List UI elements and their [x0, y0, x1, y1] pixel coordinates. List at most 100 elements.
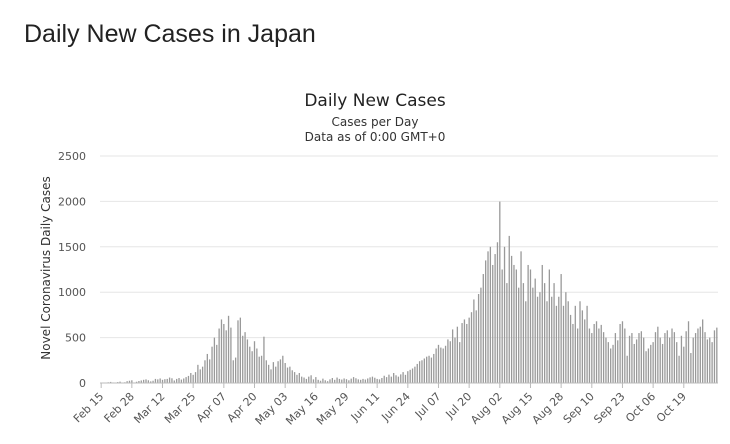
bar [291, 370, 293, 383]
bar [268, 364, 270, 383]
x-tick-label: May 16 [283, 390, 321, 428]
bar [518, 287, 520, 383]
bar [378, 379, 381, 383]
bar [463, 319, 466, 383]
bar [669, 337, 671, 383]
bar [385, 377, 388, 383]
bar [532, 287, 534, 383]
bar [138, 381, 140, 383]
bar [237, 320, 239, 383]
bar [680, 335, 683, 383]
bar [404, 374, 407, 383]
bar [459, 342, 461, 383]
bar [600, 324, 602, 383]
bar [569, 314, 572, 383]
bar [362, 378, 364, 383]
bar [364, 379, 367, 383]
bar [586, 305, 588, 383]
bar [258, 356, 260, 383]
bar [628, 335, 631, 383]
bar [687, 321, 690, 383]
chart-title: Daily New Cases [304, 91, 446, 111]
x-tick-label: May 03 [253, 390, 291, 428]
x-tick-label: Mar 25 [162, 390, 198, 426]
bar [543, 283, 546, 383]
bar [666, 330, 668, 383]
bar [704, 332, 706, 383]
bar [289, 366, 291, 383]
bar [180, 379, 183, 383]
bar [678, 355, 680, 383]
bar [331, 378, 333, 383]
bar [558, 296, 560, 383]
bar [588, 328, 591, 383]
bar [683, 346, 685, 383]
bar [574, 305, 576, 383]
bar [694, 333, 697, 383]
x-tick-label: Sep 23 [591, 390, 627, 426]
bar [173, 380, 175, 383]
bar [397, 376, 400, 383]
bar [650, 344, 652, 383]
bar [190, 373, 192, 383]
bar [310, 375, 312, 383]
bar [473, 299, 475, 383]
bar [312, 379, 315, 383]
bar [706, 339, 709, 383]
y-tick-label: 2500 [58, 150, 86, 163]
bar [360, 379, 362, 383]
chart-subtitle-line-2: Data as of 0:00 GMT+0 [305, 130, 446, 144]
bar [286, 367, 289, 383]
bar [602, 332, 605, 383]
bar [451, 329, 454, 383]
bar [246, 339, 249, 383]
bar [187, 375, 190, 383]
bar [390, 376, 392, 383]
bar [699, 326, 701, 383]
bar [395, 375, 397, 383]
bar [383, 375, 385, 383]
bar [263, 336, 265, 383]
bar [348, 380, 350, 383]
bar [322, 378, 324, 383]
bar [529, 269, 532, 383]
bar [376, 378, 378, 383]
bar [657, 326, 659, 383]
y-tick-label: 2000 [58, 195, 86, 208]
bar [664, 333, 666, 383]
bar [329, 379, 331, 383]
bar [239, 317, 241, 383]
bar [157, 379, 159, 383]
x-tick-label: Mar 12 [131, 390, 167, 426]
bar [605, 337, 607, 383]
bar [593, 323, 595, 383]
bar [393, 373, 395, 383]
bar [539, 292, 541, 383]
bar [595, 321, 598, 383]
bar [690, 353, 692, 383]
bar [350, 378, 352, 383]
bar [192, 374, 194, 383]
bar [126, 381, 128, 383]
bar [581, 310, 584, 383]
bar [449, 341, 451, 383]
bar [213, 337, 216, 383]
bar [428, 355, 430, 383]
bar [166, 378, 168, 383]
bar [475, 310, 477, 383]
bar [506, 283, 508, 383]
bar [293, 372, 296, 383]
bar [183, 378, 185, 383]
bar [470, 312, 473, 383]
bar [147, 380, 150, 383]
bar [503, 246, 506, 383]
bar [301, 376, 303, 383]
bar [197, 364, 199, 383]
bar [242, 335, 244, 383]
bar [218, 328, 220, 383]
bar [430, 357, 433, 383]
bar [572, 323, 574, 383]
bar [355, 378, 357, 383]
bar [711, 342, 713, 383]
